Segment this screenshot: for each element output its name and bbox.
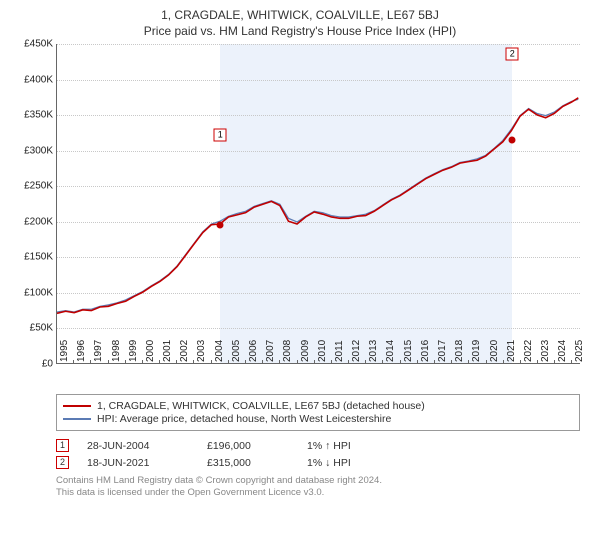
y-tick-label: £300K: [13, 145, 53, 156]
y-tick-label: £50K: [13, 323, 53, 334]
y-tick-label: £450K: [13, 39, 53, 50]
legend-row: 1, CRAGDALE, WHITWICK, COALVILLE, LE67 5…: [63, 400, 573, 412]
legend-swatch: [63, 405, 91, 407]
chart-area: £0£50K£100K£150K£200K£250K£300K£350K£400…: [56, 44, 580, 390]
series-hpi: [57, 99, 578, 312]
transaction-row: 1 28-JUN-2004£196,0001% ↑ HPI: [56, 439, 588, 452]
series-property: [57, 98, 578, 314]
transaction-price: £196,000: [207, 440, 307, 452]
footer-line-2: This data is licensed under the Open Gov…: [56, 487, 588, 499]
y-tick-label: £0: [13, 359, 53, 370]
transaction-price: £315,000: [207, 457, 307, 469]
transaction-date: 28-JUN-2004: [87, 440, 207, 452]
transaction-hpi: 1% ↑ HPI: [307, 440, 407, 452]
transaction-hpi: 1% ↓ HPI: [307, 457, 407, 469]
footer-attribution: Contains HM Land Registry data © Crown c…: [56, 475, 588, 500]
transaction-index: 1: [56, 439, 69, 452]
transaction-date: 18-JUN-2021: [87, 457, 207, 469]
transaction-marker: 1: [214, 128, 227, 141]
x-tick-label: 2025: [574, 340, 600, 362]
y-tick-label: £150K: [13, 252, 53, 263]
y-tick-label: £400K: [13, 74, 53, 85]
legend-label: 1, CRAGDALE, WHITWICK, COALVILLE, LE67 5…: [97, 400, 425, 412]
y-tick-label: £200K: [13, 216, 53, 227]
transaction-row: 2 18-JUN-2021£315,0001% ↓ HPI: [56, 456, 588, 469]
transaction-dot: [509, 137, 516, 144]
transaction-index: 2: [56, 456, 69, 469]
legend-label: HPI: Average price, detached house, Nort…: [97, 413, 391, 425]
y-tick-label: £350K: [13, 110, 53, 121]
legend-row: HPI: Average price, detached house, Nort…: [63, 413, 573, 425]
transaction-dot: [217, 221, 224, 228]
plot-region: £0£50K£100K£150K£200K£250K£300K£350K£400…: [56, 44, 580, 364]
footer-line-1: Contains HM Land Registry data © Crown c…: [56, 475, 588, 487]
address-title: 1, CRAGDALE, WHITWICK, COALVILLE, LE67 5…: [12, 8, 588, 22]
chart-subtitle: Price paid vs. HM Land Registry's House …: [12, 24, 588, 38]
x-axis-labels: 1995199619971998199920002001200220032004…: [56, 364, 580, 390]
transaction-marker: 2: [506, 48, 519, 61]
legend-box: 1, CRAGDALE, WHITWICK, COALVILLE, LE67 5…: [56, 394, 580, 431]
legend-swatch: [63, 418, 91, 420]
transaction-table: 1 28-JUN-2004£196,0001% ↑ HPI 2 18-JUN-2021…: [56, 439, 588, 469]
y-tick-label: £100K: [13, 287, 53, 298]
y-tick-label: £250K: [13, 181, 53, 192]
